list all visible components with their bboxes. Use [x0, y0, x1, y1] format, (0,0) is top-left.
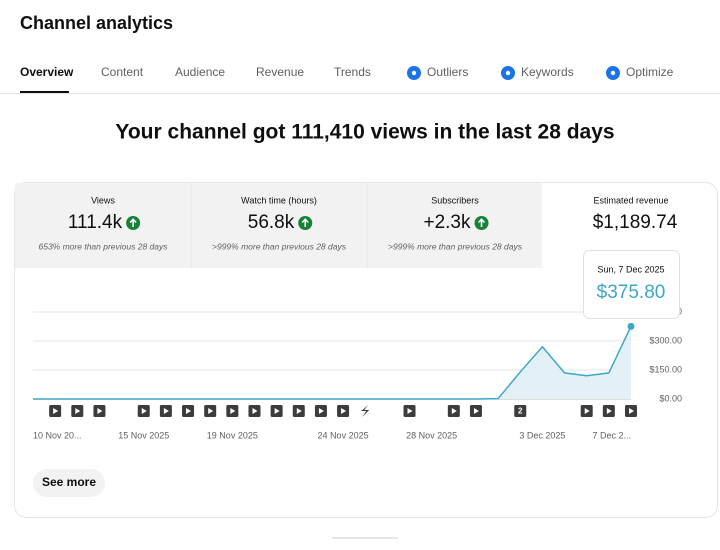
x-tick-label: 28 Nov 2025 — [406, 430, 457, 440]
play-icon — [141, 408, 147, 414]
play-icon — [451, 408, 457, 414]
tab-icon-dot — [411, 70, 417, 76]
play-icon — [318, 408, 324, 414]
metric-label: Views — [91, 195, 115, 205]
play-icon — [252, 408, 258, 414]
point — [627, 322, 635, 330]
up-arrow — [477, 218, 486, 227]
metric-change: 653% more than previous 28 days — [39, 241, 169, 251]
x-tick-label: 19 Nov 2025 — [207, 430, 258, 440]
metric-label: Watch time (hours) — [241, 195, 317, 205]
play-icon — [208, 408, 214, 414]
tab[interactable]: Optimize — [626, 65, 674, 79]
play-icon — [606, 408, 612, 414]
y-tick-label: $150.00 — [649, 364, 682, 374]
metric-label: Estimated revenue — [593, 195, 668, 205]
shorts-marker — [361, 405, 370, 417]
up-arrow — [301, 218, 309, 227]
tooltip-date: Sun, 7 Dec 2025 — [597, 264, 664, 274]
metric-change: >999% more than previous 28 days — [388, 241, 523, 251]
line — [33, 326, 632, 400]
x-tick-label: 7 Dec 2... — [592, 430, 631, 440]
tab[interactable]: Keywords — [521, 65, 574, 79]
play-icon — [97, 408, 103, 414]
play-icon — [407, 408, 413, 414]
count-marker-label: 2 — [518, 407, 523, 416]
play-icon — [163, 408, 169, 414]
metric-change: >999% more than previous 28 days — [212, 241, 347, 251]
tooltip-value: $375.80 — [597, 282, 666, 303]
tab[interactable]: Outliers — [427, 65, 468, 79]
metric-label: Subscribers — [431, 195, 479, 205]
tab[interactable]: Revenue — [256, 65, 304, 79]
play-icon — [629, 408, 634, 414]
metric-value: +2.3k — [423, 212, 471, 233]
see-more-button[interactable] — [33, 469, 105, 497]
play-icon — [75, 408, 81, 414]
play-icon — [341, 408, 347, 414]
x-tick-label: 15 Nov 2025 — [118, 430, 169, 440]
headline: Your channel got 111,410 views in the la… — [115, 121, 614, 144]
metric-tile — [15, 183, 190, 268]
play-icon — [584, 408, 590, 414]
tab[interactable]: Overview — [20, 65, 74, 79]
see-more-label[interactable]: See more — [42, 475, 96, 489]
tooltip — [583, 250, 680, 319]
metric-value: 56.8k — [248, 212, 295, 233]
count-marker — [514, 405, 527, 417]
metric-tile — [367, 183, 542, 268]
x-tick-label: 3 Dec 2025 — [519, 430, 565, 440]
play-icon — [473, 408, 479, 414]
play-icon — [296, 408, 302, 414]
x-tick-label: 10 Nov 20... — [33, 430, 82, 440]
x-tick-label: 24 Nov 2025 — [318, 430, 369, 440]
metric-tile — [191, 183, 366, 268]
up-arrow — [129, 218, 137, 227]
tab[interactable]: Audience — [175, 65, 225, 79]
play-icon — [186, 408, 192, 414]
tab[interactable]: Content — [101, 65, 144, 79]
play-icon — [274, 408, 280, 414]
y-tick-label: $0.00 — [659, 393, 682, 403]
metric-value: $1,189.74 — [593, 212, 678, 233]
metric-value: 111.4k — [68, 212, 123, 233]
tab-icon-dot — [505, 70, 511, 76]
tab[interactable]: Trends — [334, 65, 371, 79]
area — [33, 326, 631, 399]
tab-underline — [20, 91, 69, 93]
play-icon — [230, 408, 236, 414]
y-tick-label: $300.00 — [649, 335, 682, 345]
page-title: Channel analytics — [20, 13, 173, 33]
tab-icon-dot — [610, 70, 616, 76]
play-icon — [53, 408, 59, 414]
